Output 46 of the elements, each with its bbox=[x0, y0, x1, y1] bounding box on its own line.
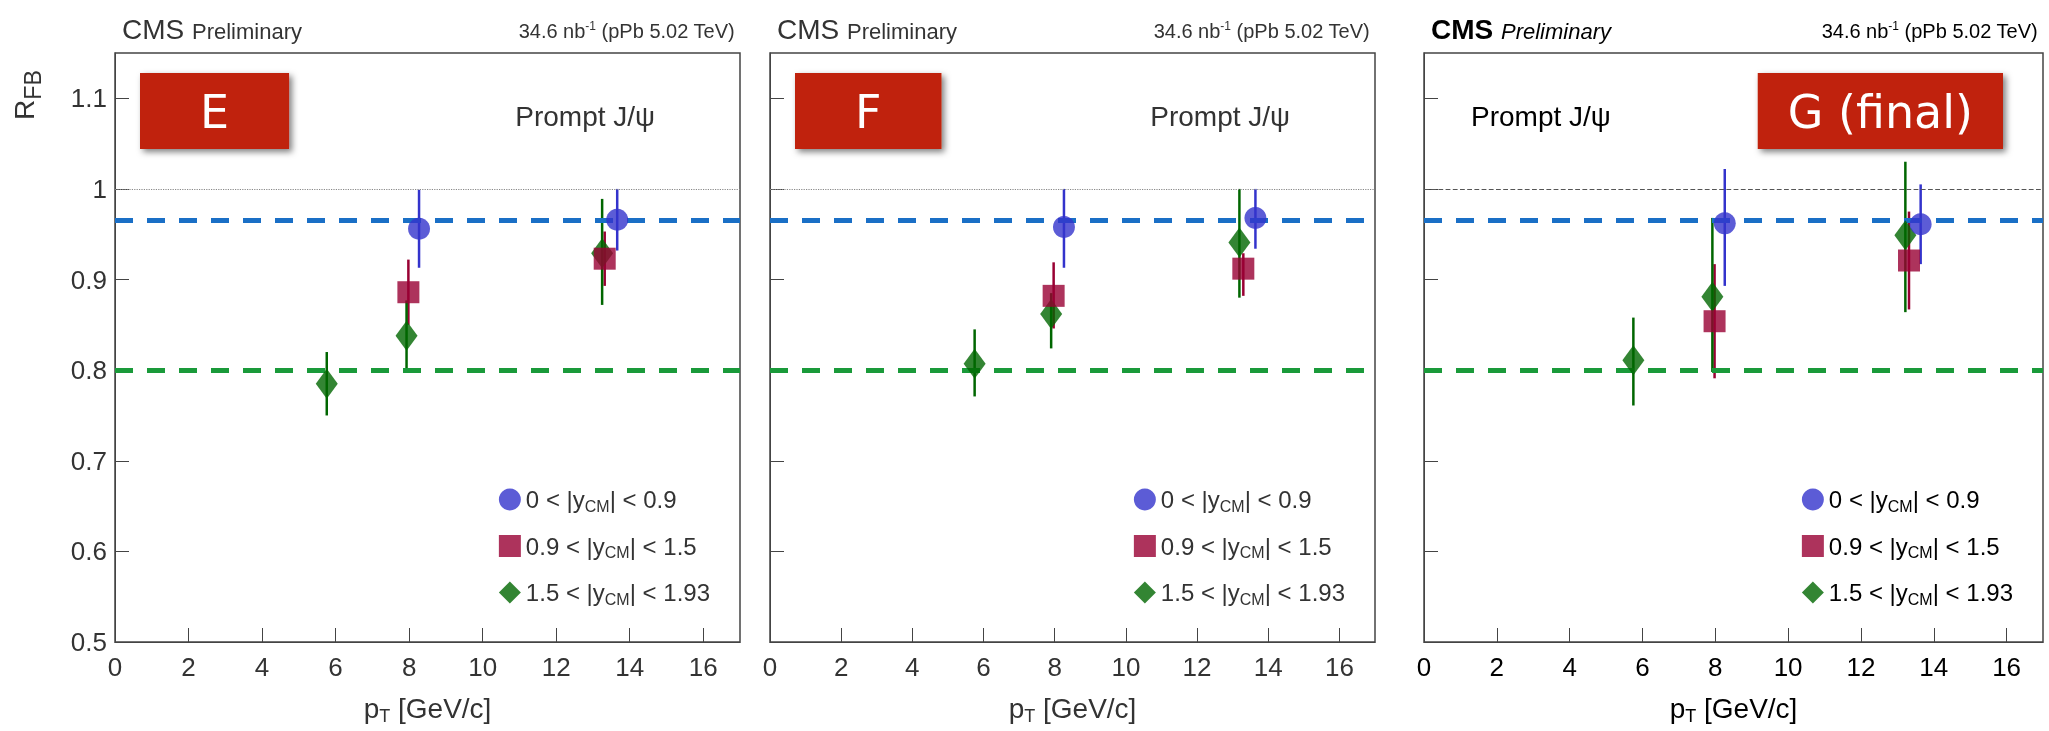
x-tick-label: 14 bbox=[1253, 652, 1283, 682]
text: Preliminary bbox=[1501, 18, 1614, 44]
x-tick-label: 6 bbox=[976, 652, 991, 682]
x-tick-label: 8 bbox=[401, 652, 417, 682]
x-tick-label: 2 bbox=[181, 652, 196, 682]
x-tick-label: 14 bbox=[1919, 652, 1949, 682]
annotation: G (final) bbox=[1787, 85, 1974, 139]
annotation: Prompt J/ψ bbox=[1471, 100, 1611, 132]
x-tick-label: 8 bbox=[1047, 652, 1062, 682]
text: CMS bbox=[122, 13, 185, 45]
y-tick-label: 0.6 bbox=[70, 536, 107, 567]
x-tick-label: 12 bbox=[1182, 652, 1212, 682]
x-tick-label: 10 bbox=[468, 652, 498, 682]
x-tick-label: 4 bbox=[254, 652, 270, 682]
x-tick-label: 10 bbox=[1111, 652, 1141, 682]
text: CMS bbox=[777, 13, 840, 45]
x-tick-label: 14 bbox=[615, 652, 645, 682]
x-tick-label: 16 bbox=[1324, 652, 1354, 682]
annotation: Prompt J/ψ bbox=[1150, 100, 1291, 132]
x-tick-label: 12 bbox=[541, 652, 571, 682]
x-tick-label: 0 bbox=[1416, 652, 1432, 682]
x-tick-label: 4 bbox=[1562, 652, 1577, 682]
x-tick-label: 6 bbox=[1635, 652, 1650, 682]
x-tick-label: 16 bbox=[1992, 652, 2022, 682]
y-tick-label: 0.8 bbox=[70, 355, 107, 386]
text: CMS bbox=[1431, 13, 1494, 45]
text: Preliminary bbox=[847, 18, 958, 44]
annotation: Prompt J/ψ bbox=[515, 100, 656, 132]
y-tick-label: 0.5 bbox=[70, 627, 107, 657]
x-tick-label: 2 bbox=[833, 652, 849, 682]
x-tick-label: 4 bbox=[905, 652, 920, 682]
y-tick-label: 1.1 bbox=[70, 83, 107, 114]
x-tick-label: 6 bbox=[328, 652, 343, 682]
text: Preliminary bbox=[192, 18, 303, 44]
y-tick-label: 0.9 bbox=[70, 264, 107, 295]
x-tick-label: 0 bbox=[762, 652, 778, 682]
annotation: F bbox=[855, 85, 882, 139]
x-tick-label: 0 bbox=[107, 652, 123, 682]
y-tick-label: 1 bbox=[92, 173, 107, 204]
x-tick-label: 2 bbox=[1489, 652, 1505, 682]
x-tick-label: 10 bbox=[1773, 652, 1803, 682]
x-tick-label: 8 bbox=[1708, 652, 1723, 682]
annotation: E bbox=[200, 85, 230, 139]
y-tick-label: 0.7 bbox=[70, 445, 107, 476]
x-tick-label: 16 bbox=[688, 652, 718, 682]
x-tick-label: 12 bbox=[1846, 652, 1876, 682]
